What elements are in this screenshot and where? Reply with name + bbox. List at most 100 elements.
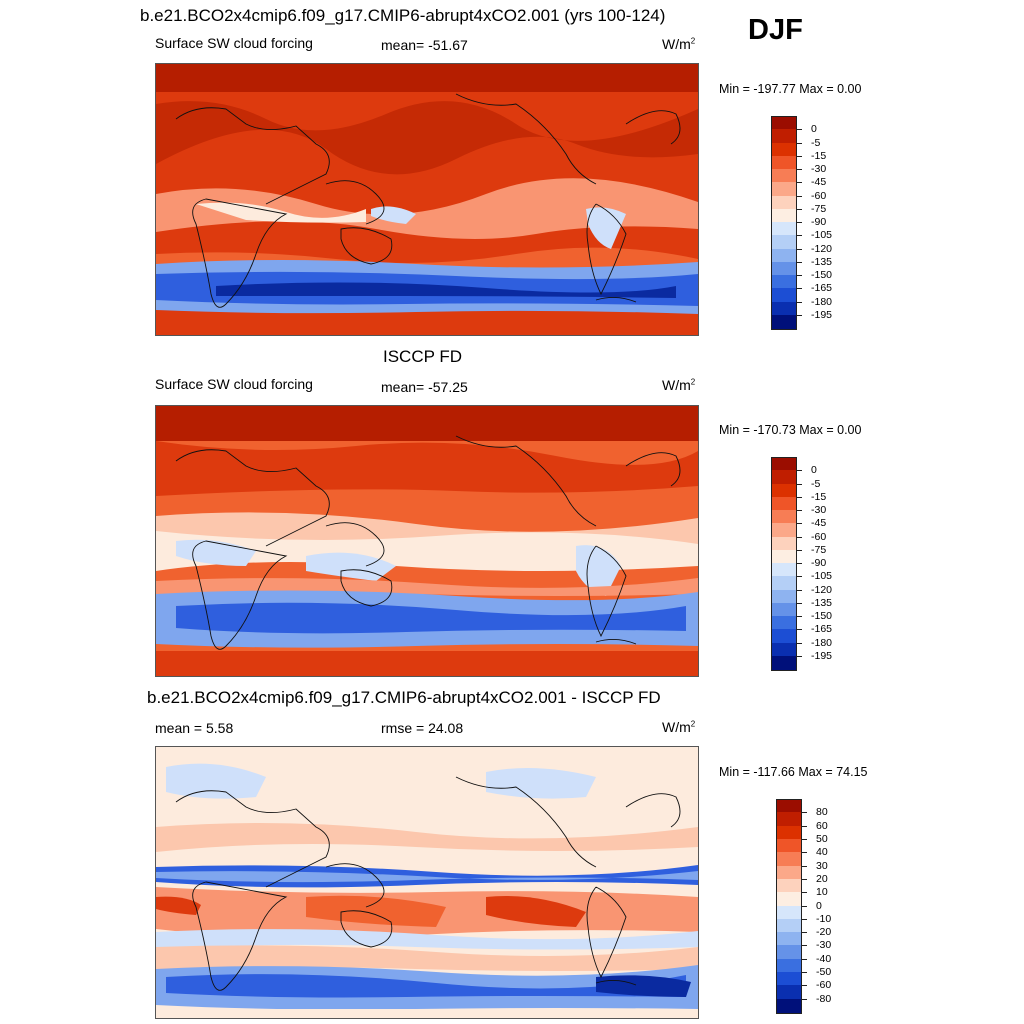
colorbar-swatch	[776, 932, 802, 946]
panel-diff-title: b.e21.BCO2x4cmip6.f09_g17.CMIP6-abrupt4x…	[147, 688, 661, 707]
colorbar-tick-label: 60	[816, 819, 828, 832]
colorbar-swatch	[776, 852, 802, 867]
colorbar-swatch	[771, 470, 797, 484]
colorbar-tick-label: -75	[811, 543, 827, 556]
colorbar-tick	[796, 496, 802, 498]
panel-diff-rmse-label: rmse = 24.08	[381, 720, 464, 736]
panel-model-title: b.e21.BCO2x4cmip6.f09_g17.CMIP6-abrupt4x…	[140, 6, 666, 25]
colorbar-tick	[801, 838, 807, 840]
colorbar-tick	[796, 222, 802, 223]
colorbar-tick	[796, 288, 802, 290]
colorbar-tick-label: -20	[816, 926, 832, 939]
colorbar-tick	[796, 155, 802, 157]
colorbar-tick	[801, 932, 807, 934]
panel-model-map	[155, 63, 699, 336]
colorbar-tick	[801, 852, 807, 854]
colorbar-tick-label: 0	[811, 464, 817, 477]
colorbar-tick-label: -135	[811, 255, 833, 268]
colorbar-tick-label: -45	[811, 517, 827, 530]
colorbar-tick-label: 80	[816, 806, 828, 819]
colorbar-tick-label: -195	[811, 649, 833, 662]
colorbar-tick	[796, 616, 802, 617]
panel-diff-units: W/m2	[662, 719, 695, 735]
colorbar-swatch	[771, 523, 797, 537]
colorbar-swatch	[771, 222, 797, 236]
colorbar-tick	[796, 182, 802, 184]
colorbar-tick	[796, 129, 802, 131]
units-exponent: 2	[690, 36, 696, 46]
colorbar-tick-label: -50	[816, 966, 832, 979]
units-base: W/m	[662, 719, 691, 735]
colorbar-tick	[796, 589, 802, 591]
colorbar-tick-label: 40	[816, 846, 828, 859]
colorbar-tick	[796, 208, 802, 210]
units-base: W/m	[662, 36, 691, 52]
panel-diff-minmax: Min = -117.66 Max = 74.15	[719, 765, 868, 779]
colorbar-tick-label: -195	[811, 308, 833, 321]
colorbar-tick	[796, 301, 802, 303]
colorbar-swatch	[771, 169, 797, 183]
colorbar-tick-label: -105	[811, 570, 833, 583]
colorbar-tick-label: -30	[811, 163, 827, 175]
colorbar-tick	[801, 918, 807, 920]
colorbar-tick-label: -105	[811, 229, 833, 242]
colorbar-swatch	[771, 457, 797, 472]
colorbar-swatch	[771, 301, 797, 316]
colorbar-swatch	[771, 275, 797, 289]
colorbar-swatch	[776, 985, 802, 1000]
colorbar-tick-label: -10	[816, 912, 832, 925]
colorbar-tick	[796, 576, 802, 578]
colorbar-tick	[796, 470, 802, 472]
colorbar-tick	[801, 825, 807, 827]
colorbar-tick	[796, 563, 802, 564]
colorbar-tick-label: -165	[811, 623, 833, 636]
colorbar-tick-label: -30	[816, 939, 832, 952]
colorbar-swatch	[771, 208, 797, 223]
colorbar-swatch	[776, 812, 802, 827]
colorbar-tick-label: -120	[811, 242, 833, 255]
colorbar-tick	[801, 878, 807, 880]
panel-obs-mean-label: mean= -57.25	[381, 379, 468, 395]
colorbar-tick-label: -90	[811, 557, 827, 569]
colorbar-tick	[796, 642, 802, 644]
colorbar-swatch	[771, 235, 797, 249]
colorbar-tick-label: -80	[816, 992, 832, 1005]
colorbar-tick	[801, 985, 807, 987]
colorbar-tick-label: -165	[811, 282, 833, 295]
colorbar-tick	[796, 536, 802, 538]
panel-model-colorbar: 0 -5 -15 -30 -45 -60 -75 -90 -105 -120 -135 -150 -16…	[771, 116, 851, 330]
colorbar-tick-label: -150	[811, 610, 833, 622]
model-map-field	[156, 64, 698, 335]
colorbar-swatch	[771, 510, 797, 524]
colorbar-swatch	[771, 496, 797, 511]
colorbar-swatch	[771, 288, 797, 302]
colorbar-tick	[801, 905, 807, 907]
colorbar-tick	[796, 510, 802, 511]
colorbar-tick-label: 0	[816, 899, 822, 912]
colorbar-tick	[801, 998, 807, 1000]
colorbar-tick-label: -180	[811, 295, 833, 308]
colorbar-tick	[796, 235, 802, 237]
colorbar-tick	[796, 261, 802, 263]
season-label: DJF	[748, 14, 803, 46]
panel-obs-variable-label: Surface SW cloud forcing	[155, 376, 313, 392]
panel-model-mean-label: mean= -51.67	[381, 37, 468, 53]
panel-diff-colorbar: 80 60 50 40 30 20 10 0 -10 -20 -30 -40 -50 -60 -80	[776, 799, 856, 1014]
units-exponent: 2	[690, 719, 696, 729]
colorbar-tick	[796, 142, 802, 144]
colorbar-tick-label: -90	[811, 216, 827, 228]
colorbar-swatch	[776, 878, 802, 893]
panel-diff-map	[155, 746, 699, 1019]
colorbar-swatch	[771, 655, 797, 671]
colorbar-tick-label: -15	[811, 490, 827, 503]
colorbar-swatch	[771, 602, 797, 617]
colorbar-swatch	[771, 129, 797, 143]
colorbar-swatch	[771, 536, 797, 551]
colorbar-swatch	[771, 116, 797, 131]
colorbar-swatch	[776, 958, 802, 973]
colorbar-swatch	[771, 563, 797, 577]
colorbar-swatch	[776, 945, 802, 960]
panel-obs-colorbar: 0 -5 -15 -30 -45 -60 -75 -90 -105 -120 -135 -150 -16…	[771, 457, 851, 671]
panel-model-minmax: Min = -197.77 Max = 0.00	[719, 82, 862, 96]
colorbar-tick	[796, 483, 802, 485]
